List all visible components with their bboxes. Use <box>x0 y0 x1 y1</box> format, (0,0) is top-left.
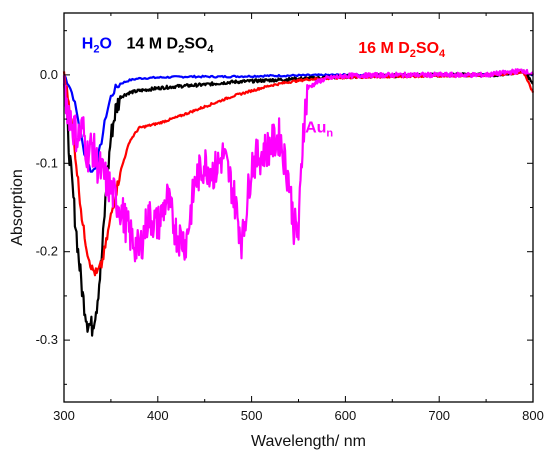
series-label-text: 16 M D <box>358 40 410 57</box>
series-label-0: H2O <box>82 35 112 55</box>
x-axis-title: Wavelength/ nm <box>251 433 366 450</box>
x-tick-label: 800 <box>522 408 544 423</box>
y-tick-label: -0.2 <box>36 244 58 259</box>
x-tick-label: 600 <box>335 408 357 423</box>
series-label-text: 14 M D <box>127 35 179 52</box>
y-axis-title: Absorption <box>9 169 26 246</box>
series-label-3: Aun <box>305 119 333 139</box>
series-label-text: O <box>99 35 111 52</box>
y-tick-label: -0.3 <box>36 332 58 347</box>
series-label-text: SO <box>416 40 439 57</box>
series-label-sub: n <box>326 127 333 139</box>
x-tick-label: 700 <box>428 408 450 423</box>
series-label-sub: 2 <box>93 43 99 55</box>
series-label-text: Au <box>305 119 326 136</box>
series-label-text: SO <box>184 35 207 52</box>
series-label-sub: 2 <box>178 43 184 55</box>
series-label-1: 14 M D2SO4 <box>127 35 215 55</box>
series-label-sub: 4 <box>439 48 446 60</box>
y-tick-label: 0.0 <box>40 67 58 82</box>
series-line-3 <box>62 68 535 263</box>
x-tick-label: 300 <box>53 408 75 423</box>
y-tick-label: -0.1 <box>36 155 58 170</box>
x-tick-label: 400 <box>147 408 169 423</box>
series-label-2: 16 M D2SO4 <box>358 40 446 60</box>
series-label-sub: 4 <box>207 43 214 55</box>
series-line-2 <box>62 70 535 277</box>
series-line-0 <box>63 71 534 173</box>
x-tick-label: 500 <box>241 408 263 423</box>
series-label-text: H <box>82 35 94 52</box>
series-label-sub: 2 <box>410 48 416 60</box>
